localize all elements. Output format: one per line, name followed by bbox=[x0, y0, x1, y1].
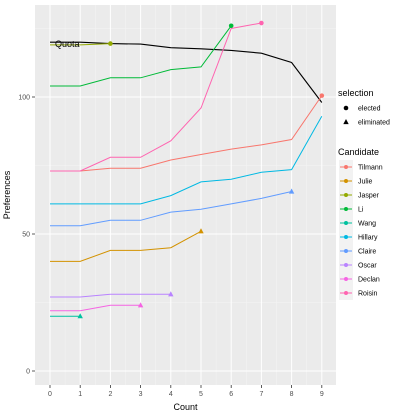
x-tick-label: 0 bbox=[48, 391, 52, 398]
elected-marker-tilmann bbox=[319, 93, 325, 98]
legend-label-claire: Claire bbox=[358, 249, 376, 256]
series-line-hillary bbox=[50, 115, 323, 205]
quota-line-group bbox=[50, 41, 323, 103]
legend-label-jasper: Jasper bbox=[358, 193, 380, 200]
legend-key-dot-claire bbox=[344, 249, 348, 253]
candidate-legend-title: Candidate bbox=[338, 147, 379, 157]
legend-label-julie: Julie bbox=[358, 179, 373, 186]
x-tick-label: 7 bbox=[259, 391, 263, 398]
legend-key-dot-jasper bbox=[344, 193, 348, 197]
series-line-roisin bbox=[50, 22, 262, 172]
y-axis-title: Preferences bbox=[2, 170, 12, 219]
series-line-declan bbox=[50, 304, 141, 312]
legend-label-li: Li bbox=[358, 207, 364, 214]
legend-label-oscar: Oscar bbox=[358, 263, 377, 270]
series-line-claire bbox=[50, 191, 292, 227]
legend-label-declan: Declan bbox=[358, 277, 380, 284]
series-line-julie bbox=[50, 230, 202, 262]
legend-key-dot-oscar bbox=[344, 263, 348, 267]
series-end-markers bbox=[77, 20, 325, 319]
legend-label-roisin: Roisin bbox=[358, 291, 378, 298]
quota-line bbox=[50, 41, 323, 103]
legend-label-tilmann: Tilmann bbox=[358, 165, 383, 172]
x-tick-label: 1 bbox=[78, 391, 82, 398]
legend-key-dot-hillary bbox=[344, 235, 348, 239]
legend-key-eliminated bbox=[343, 119, 349, 125]
legend-key-dot-roisin bbox=[344, 291, 348, 295]
candidate-legend: Candidate Tilmann Julie Jasper Li Wang Hillar… bbox=[338, 147, 383, 300]
legend-label-hillary: Hillary bbox=[358, 235, 378, 242]
x-axis-title: Count bbox=[173, 402, 198, 412]
x-tick-label: 2 bbox=[108, 391, 112, 398]
series-line-li bbox=[50, 25, 232, 87]
eliminated-marker-claire bbox=[288, 188, 295, 194]
legend-key-dot-julie bbox=[344, 179, 348, 183]
legend-label-elected: elected bbox=[358, 106, 381, 113]
eliminated-marker-julie bbox=[198, 228, 204, 234]
elected-marker-jasper bbox=[108, 41, 113, 46]
legend-key-dot-tilmann bbox=[344, 165, 348, 169]
quota-label: Quota bbox=[55, 39, 80, 49]
major-gridlines bbox=[35, 5, 336, 385]
eliminated-marker-declan bbox=[137, 302, 144, 308]
series-line-oscar bbox=[50, 293, 171, 298]
x-tick-label: 8 bbox=[290, 391, 294, 398]
elected-marker-roisin bbox=[259, 20, 264, 26]
y-tick-label: 100 bbox=[18, 95, 30, 102]
series-line-tilmann bbox=[50, 95, 323, 172]
legend-key-dot-li bbox=[344, 207, 348, 211]
y-tick-label: 0 bbox=[26, 369, 30, 376]
elected-marker-li bbox=[228, 23, 234, 29]
x-tick-label: 4 bbox=[169, 391, 173, 398]
eliminated-marker-wang bbox=[77, 313, 83, 319]
eliminated-marker-oscar bbox=[168, 291, 174, 297]
legend-label-eliminated: eliminated bbox=[358, 120, 390, 127]
legend-key-dot-declan bbox=[344, 277, 348, 281]
legend-key-dot-wang bbox=[344, 221, 348, 225]
legend-label-wang: Wang bbox=[358, 221, 376, 228]
minor-gridlines bbox=[35, 5, 336, 385]
y-tick-label: 50 bbox=[22, 232, 30, 239]
x-tick-label: 3 bbox=[139, 391, 143, 398]
selection-legend: selection elected eliminated bbox=[338, 88, 390, 127]
x-tick-label: 9 bbox=[320, 391, 324, 398]
x-tick-label: 5 bbox=[199, 391, 203, 398]
x-axis: 0 1 2 3 4 5 6 7 8 9 bbox=[48, 385, 324, 398]
selection-legend-title: selection bbox=[338, 88, 374, 98]
x-tick-label: 6 bbox=[229, 391, 233, 398]
series-line-jasper bbox=[50, 43, 111, 46]
legend-key-elected bbox=[343, 105, 349, 111]
series-lines bbox=[50, 22, 323, 317]
quota-label-group: Quota bbox=[55, 39, 80, 49]
y-axis: 0 50 100 bbox=[18, 95, 35, 376]
